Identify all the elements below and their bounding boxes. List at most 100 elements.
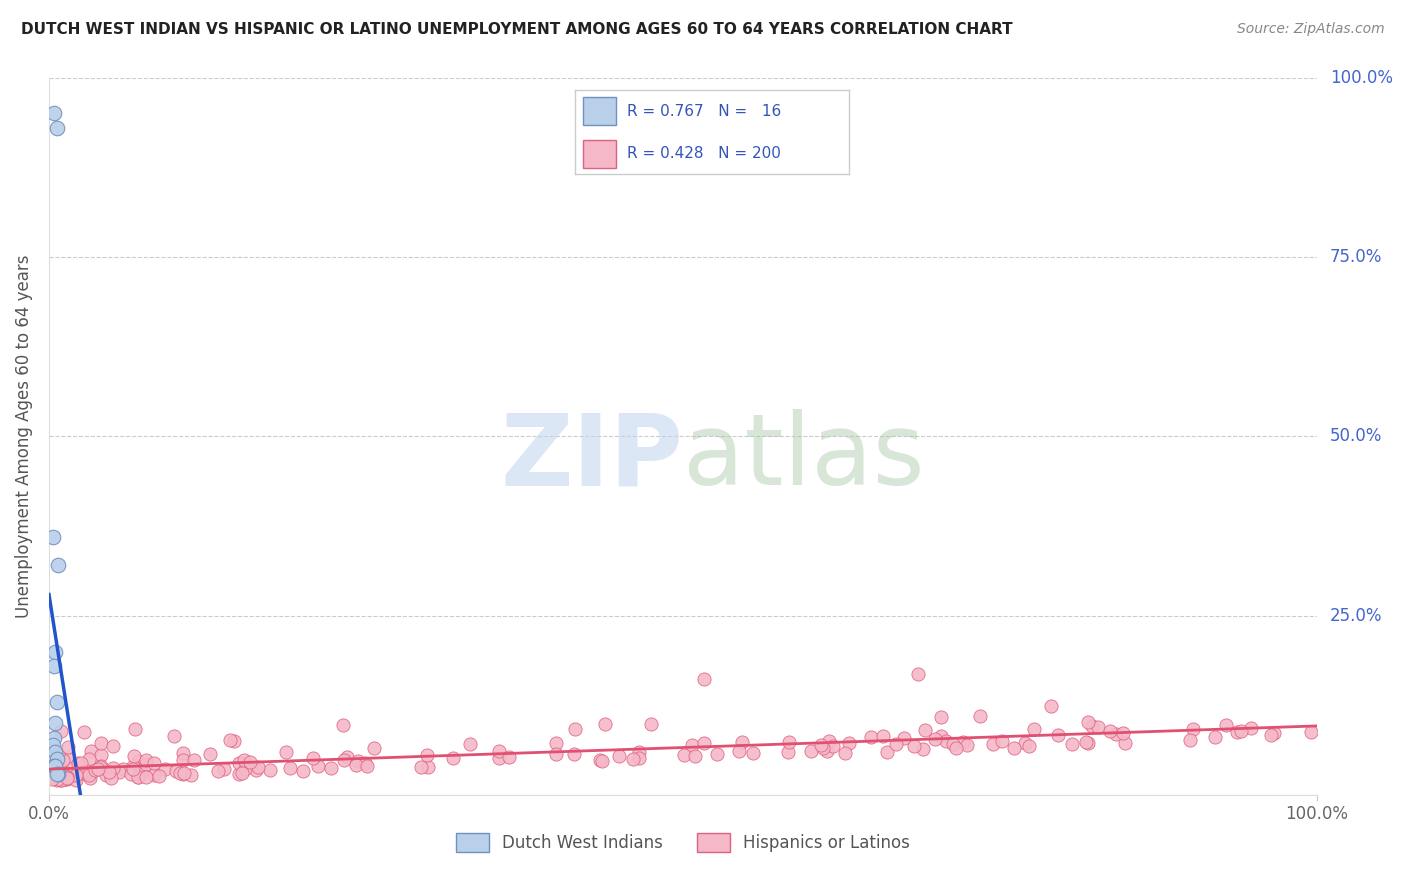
Point [488, 751, 510, 765]
Point [498, 750, 520, 764]
Point [198, 747, 221, 761]
Point [148, 769, 170, 783]
Point [42, 659, 65, 673]
Point [163, 729, 186, 743]
Point [46, 747, 69, 761]
Point [129, 766, 152, 780]
Text: 50.0%: 50.0% [1330, 427, 1382, 445]
Point [821, 739, 844, 754]
Point [121, 758, 143, 772]
Point [56, 739, 79, 754]
Point [103, 739, 125, 753]
Point [778, 734, 800, 748]
Point [1077, 735, 1099, 749]
Point [1047, 728, 1070, 742]
Point [127, 770, 149, 784]
Point [1112, 726, 1135, 740]
Point [46, 558, 69, 573]
Point [813, 741, 835, 756]
Point [49, 772, 72, 787]
Point [834, 747, 856, 761]
Point [51, 768, 73, 782]
Point [991, 734, 1014, 748]
Point [86, 762, 108, 776]
Point [1077, 714, 1099, 729]
Point [319, 761, 342, 775]
Point [219, 733, 242, 747]
Point [233, 753, 256, 767]
Point [42, 753, 65, 767]
Point [245, 764, 267, 778]
Point [90, 759, 112, 773]
Point [952, 734, 974, 748]
Point [89, 760, 111, 774]
Point [180, 767, 202, 781]
Point [66, 756, 89, 771]
Point [76, 764, 98, 779]
Point [301, 750, 323, 764]
Point [731, 734, 754, 748]
Text: Source: ZipAtlas.com: Source: ZipAtlas.com [1237, 22, 1385, 37]
Point [42, 530, 65, 544]
Point [62, 767, 84, 781]
Point [621, 751, 644, 765]
Point [1301, 724, 1323, 739]
Point [72, 764, 94, 778]
Point [292, 764, 315, 779]
Point [1230, 724, 1253, 739]
Point [122, 748, 145, 763]
Point [65, 768, 87, 782]
Point [42, 106, 65, 120]
Point [41, 772, 63, 787]
Point [924, 731, 946, 746]
Point [246, 760, 269, 774]
Point [1239, 721, 1261, 735]
Point [1260, 728, 1282, 742]
Point [77, 752, 100, 766]
Point [416, 759, 439, 773]
Point [239, 755, 262, 769]
Point [872, 729, 894, 743]
Point [55, 771, 77, 785]
Text: R = 0.428   N = 200: R = 0.428 N = 200 [627, 146, 782, 161]
Point [344, 758, 367, 772]
Point [354, 756, 377, 771]
Point [1182, 722, 1205, 736]
Point [278, 761, 301, 775]
Text: 100.0%: 100.0% [1330, 69, 1393, 87]
Point [1022, 722, 1045, 736]
Point [728, 744, 751, 758]
Point [1104, 727, 1126, 741]
Point [1081, 719, 1104, 733]
Point [818, 733, 841, 747]
Point [135, 753, 157, 767]
Point [907, 667, 929, 681]
Point [1215, 717, 1237, 731]
Point [544, 747, 567, 762]
Point [39, 770, 62, 784]
Point [912, 742, 935, 756]
Point [692, 672, 714, 686]
Point [41, 746, 63, 760]
Point [942, 737, 965, 751]
Point [640, 717, 662, 731]
Point [929, 710, 952, 724]
Point [681, 738, 703, 752]
Point [929, 729, 952, 743]
Point [169, 766, 191, 780]
Point [544, 736, 567, 750]
Point [800, 744, 823, 758]
Point [935, 733, 957, 747]
Point [127, 754, 149, 768]
Point [981, 737, 1004, 751]
Point [69, 764, 91, 779]
Point [79, 771, 101, 785]
Point [607, 749, 630, 764]
Point [55, 772, 77, 786]
Point [39, 747, 62, 762]
Point [70, 756, 93, 771]
Point [45, 695, 67, 709]
Point [416, 747, 439, 762]
Point [222, 734, 245, 748]
Point [44, 644, 66, 658]
